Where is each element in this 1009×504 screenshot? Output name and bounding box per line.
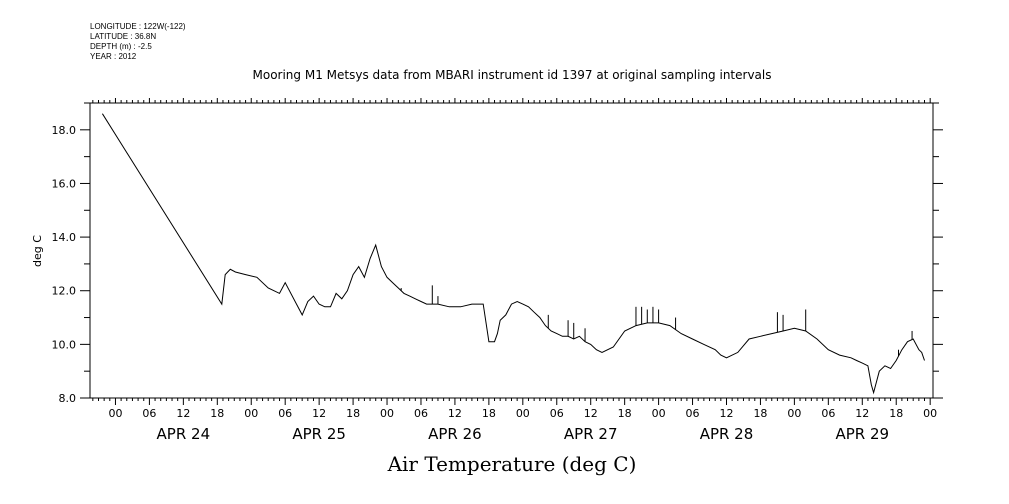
x-tick-label: 18 xyxy=(210,407,224,420)
x-tick-label: 18 xyxy=(753,407,767,420)
mooring-metadata: LONGITUDE : 122W(-122) LATITUDE : 36.8N … xyxy=(90,22,186,62)
longitude-label: LONGITUDE : 122W(-122) xyxy=(90,22,186,31)
x-tick-label: 06 xyxy=(821,407,835,420)
x-tick-label: 06 xyxy=(414,407,428,420)
x-tick-label: 12 xyxy=(584,407,598,420)
plot-frame xyxy=(89,102,934,399)
x-tick-label: 18 xyxy=(482,407,496,420)
x-day-label: APR 28 xyxy=(700,425,754,443)
year-label: YEAR : 2012 xyxy=(90,52,137,61)
x-tick-label: 18 xyxy=(346,407,360,420)
x-axis-label: Air Temperature (deg C) xyxy=(387,452,637,476)
x-tick-label: 00 xyxy=(923,407,937,420)
x-tick-label: 12 xyxy=(719,407,733,420)
x-tick-label: 12 xyxy=(312,407,326,420)
x-tick-label: 06 xyxy=(142,407,156,420)
y-tick-label: 10.0 xyxy=(52,338,77,351)
x-day-label: APR 27 xyxy=(564,425,618,443)
x-day-label: APR 26 xyxy=(428,425,482,443)
x-tick-label: 12 xyxy=(176,407,190,420)
latitude-label: LATITUDE : 36.8N xyxy=(90,32,157,41)
y-axis-label: deg C xyxy=(31,235,44,267)
axis-labels: 00 06 12 18 00 06 12 18 00 06 12 18 00 06 12 18 00 06 12 18… xyxy=(52,124,938,443)
x-day-label: APR 24 xyxy=(157,425,211,443)
y-tick-label: 8.0 xyxy=(59,392,77,405)
x-tick-label: 00 xyxy=(652,407,666,420)
y-tick-label: 18.0 xyxy=(52,124,77,137)
x-tick-label: 06 xyxy=(278,407,292,420)
y-tick-label: 16.0 xyxy=(52,177,77,190)
x-tick-label: 06 xyxy=(686,407,700,420)
y-tick-label: 12.0 xyxy=(52,285,77,298)
air-temperature-line xyxy=(101,113,925,395)
x-tick-label: 00 xyxy=(244,407,258,420)
x-tick-label: 18 xyxy=(889,407,903,420)
x-tick-label: 00 xyxy=(380,407,394,420)
depth-label: DEPTH (m) : -2.5 xyxy=(90,42,152,51)
chart-title: Mooring M1 Metsys data from MBARI instru… xyxy=(252,68,772,82)
x-day-label: APR 29 xyxy=(835,425,889,443)
x-tick-label: 00 xyxy=(108,407,122,420)
x-tick-label: 00 xyxy=(787,407,801,420)
series-group xyxy=(101,113,925,395)
x-tick-label: 18 xyxy=(618,407,632,420)
x-day-label: APR 25 xyxy=(292,425,346,443)
axis-ticks xyxy=(80,98,943,405)
x-tick-label: 12 xyxy=(855,407,869,420)
x-tick-label: 06 xyxy=(550,407,564,420)
y-tick-label: 14.0 xyxy=(52,231,77,244)
x-tick-label: 00 xyxy=(516,407,530,420)
x-tick-label: 12 xyxy=(448,407,462,420)
